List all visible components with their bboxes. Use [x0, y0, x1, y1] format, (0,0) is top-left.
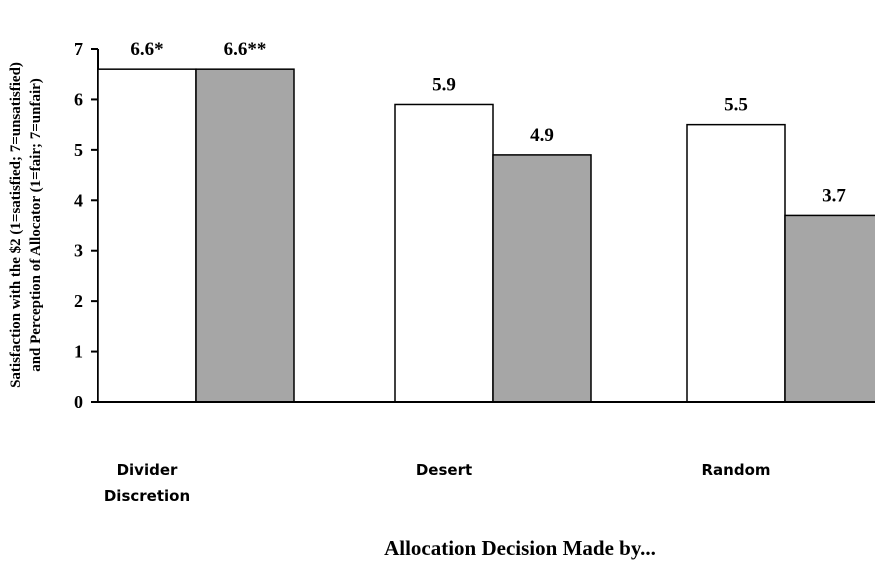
bar — [686, 123, 786, 403]
bar — [195, 68, 295, 403]
y-tick-label: 5 — [74, 140, 83, 160]
y-tick-label: 4 — [74, 190, 83, 210]
y-tick-label: 3 — [74, 241, 83, 261]
category-label: Discretion — [104, 487, 190, 505]
category-label: Divider — [117, 461, 178, 479]
data-label: 5.5 — [724, 95, 748, 116]
y-tick-label: 0 — [74, 392, 83, 412]
bar — [784, 214, 875, 403]
y-tick-label: 6 — [74, 89, 83, 109]
bar — [394, 103, 494, 403]
data-label: 3.7 — [822, 185, 846, 206]
data-label: 4.9 — [530, 125, 554, 146]
x-axis-title: Allocation Decision Made by... — [384, 536, 656, 560]
bar — [97, 68, 197, 403]
y-tick-label: 2 — [74, 291, 83, 311]
y-axis-title-line-2: and Perception of Allocator (1=fair; 7=u… — [28, 78, 44, 372]
y-axis-title: Satisfaction with the $2 (1=satisfied; 7… — [8, 62, 44, 388]
y-axis: 0 1 2 3 4 5 6 7 — [74, 39, 99, 412]
data-label: 6.6* — [130, 39, 163, 60]
y-tick-label: 1 — [74, 342, 83, 362]
data-label: 5.9 — [432, 74, 456, 95]
y-tick-label: 7 — [74, 39, 83, 59]
data-label: 6.6** — [224, 39, 267, 60]
category-label-group: Divider Discretion Desert Random — [104, 461, 771, 505]
bar-series-group — [97, 68, 875, 403]
category-label: Desert — [416, 461, 472, 479]
data-label-group: 6.6* 6.6** 5.9 4.9 5.5 3.7 — [130, 39, 846, 206]
category-label: Random — [701, 461, 770, 479]
bar — [492, 154, 592, 403]
y-axis-title-line-1: Satisfaction with the $2 (1=satisfied; 7… — [8, 62, 24, 388]
